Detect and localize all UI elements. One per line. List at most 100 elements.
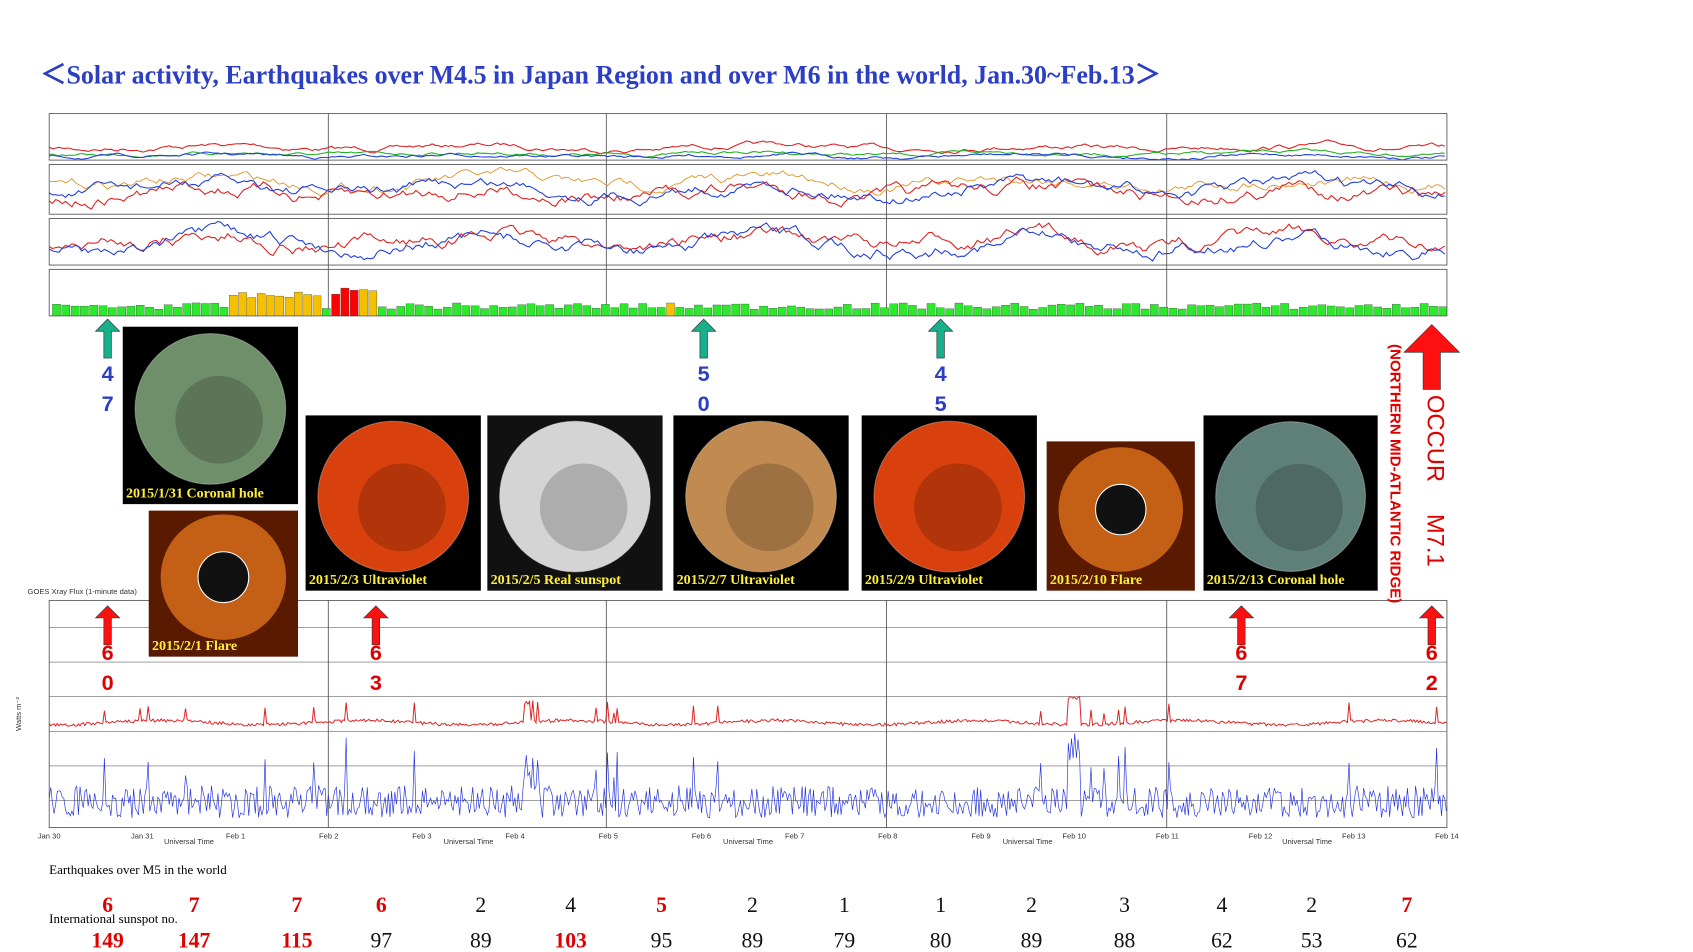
kp-bar [545, 304, 554, 317]
panel-frame [48, 218, 1448, 266]
kp-bar [480, 308, 489, 317]
arrow [1418, 605, 1445, 646]
kp-bar [964, 305, 973, 317]
flux-line [48, 139, 1445, 155]
kp-bar [954, 302, 964, 317]
kp-bar [619, 303, 629, 317]
kp-bar [1354, 305, 1364, 317]
kp-bar [1392, 304, 1401, 317]
xray-panel: GOES Xray Flux (1-minute data) Watts m⁻² J… [14, 587, 1459, 846]
date-label: Jan 31 [131, 831, 154, 840]
kp-bar [815, 308, 824, 317]
world-count: 6 [102, 893, 113, 917]
arrow [94, 318, 121, 359]
time-label: Universal Time [723, 837, 773, 846]
kp-bar [145, 306, 154, 317]
arrow [1403, 324, 1461, 390]
date-label: Feb 7 [785, 831, 804, 840]
kp-bar [1308, 305, 1317, 317]
sunspot-label: International sunspot no. [49, 911, 178, 926]
sun-disc [873, 420, 1026, 573]
kp-bar [638, 303, 647, 317]
kp-bar [1019, 306, 1029, 317]
sun-shade [358, 463, 446, 552]
kp-bar [982, 308, 992, 317]
kp-bar [1112, 308, 1122, 317]
sunspot-number: 62 [1211, 929, 1233, 952]
kp-bar [833, 306, 843, 317]
time-label: Universal Time [1003, 837, 1053, 846]
date-label: Feb 8 [878, 831, 897, 840]
flux-line [49, 166, 1446, 197]
kp-bar [61, 304, 71, 317]
kp-bar [871, 303, 880, 317]
xray-long [48, 695, 1447, 727]
time-label: Universal Time [1282, 837, 1332, 846]
kp-bar [843, 304, 852, 317]
kp-bar [52, 304, 61, 317]
kp-bar [554, 307, 564, 317]
kp-bar [424, 306, 433, 317]
kp-bar [126, 306, 136, 317]
sunspot-number: 89 [470, 929, 492, 952]
kp-bar [861, 308, 871, 317]
kp-bar [1038, 307, 1047, 317]
kp-bar [443, 306, 452, 317]
kp-bar [312, 295, 322, 317]
kp-bar [1336, 306, 1345, 317]
flux-line [48, 222, 1446, 257]
sun-shade [725, 463, 814, 552]
kp-bar [1187, 304, 1196, 317]
kp-bar [1196, 305, 1206, 317]
kp-bar [1243, 303, 1252, 317]
kp-bar [759, 305, 768, 317]
image-caption: 2015/2/5 Real sunspot [491, 572, 622, 588]
sunspot-number: 149 [91, 929, 124, 952]
sun-disc [317, 420, 470, 573]
kp-bar [1373, 306, 1382, 317]
sunspot-number: 80 [930, 929, 952, 952]
kp-bar [768, 308, 778, 317]
kp-bar [1047, 304, 1057, 317]
kp-bar [452, 302, 461, 317]
kp-bar [359, 289, 368, 317]
sun-shade [175, 375, 263, 464]
flux-line [48, 176, 1446, 210]
kp-bar [1317, 304, 1327, 317]
kp-bar [266, 295, 275, 317]
kp-bar [1205, 304, 1215, 317]
kp-bar [1326, 305, 1336, 317]
panel-frame [48, 164, 1448, 215]
kp-bar [563, 304, 573, 317]
kp-bar [936, 307, 945, 317]
kp-bar [89, 305, 98, 317]
kp-bar [1252, 302, 1261, 317]
kp-bar [70, 305, 80, 317]
kp-bar [591, 308, 601, 317]
kp-bar [1401, 307, 1410, 317]
kp-bar [1150, 304, 1159, 317]
kp-bar [1178, 308, 1187, 317]
kp-bar [1224, 305, 1233, 317]
panel-frame [48, 113, 1448, 161]
kp-bar [303, 294, 312, 317]
kp-bar [247, 297, 257, 317]
date-label: Feb 11 [1156, 831, 1179, 840]
kp-bar [712, 304, 722, 317]
kp-bar [80, 305, 89, 317]
image-caption: 2015/1/31 Coronal hole [126, 486, 264, 502]
xray-ylabel: Watts m⁻² [14, 697, 23, 731]
kp-bar [163, 304, 173, 317]
kp-bar [173, 307, 182, 317]
quake-arrows: 4 7 5 0 4 5 6 0 6 3 6 7 6 2 OCCUR M7.1 (NORTHERN MID-ATL… [94, 318, 1461, 695]
kp-bar [331, 294, 340, 317]
kp-bar [1029, 309, 1038, 317]
major-magnitude: M7.1 [1421, 514, 1448, 567]
world-count: 7 [189, 893, 200, 917]
kp-bar [1438, 306, 1447, 317]
image-caption: 2015/2/1 Flare [152, 638, 237, 654]
kp-bar [368, 290, 378, 317]
